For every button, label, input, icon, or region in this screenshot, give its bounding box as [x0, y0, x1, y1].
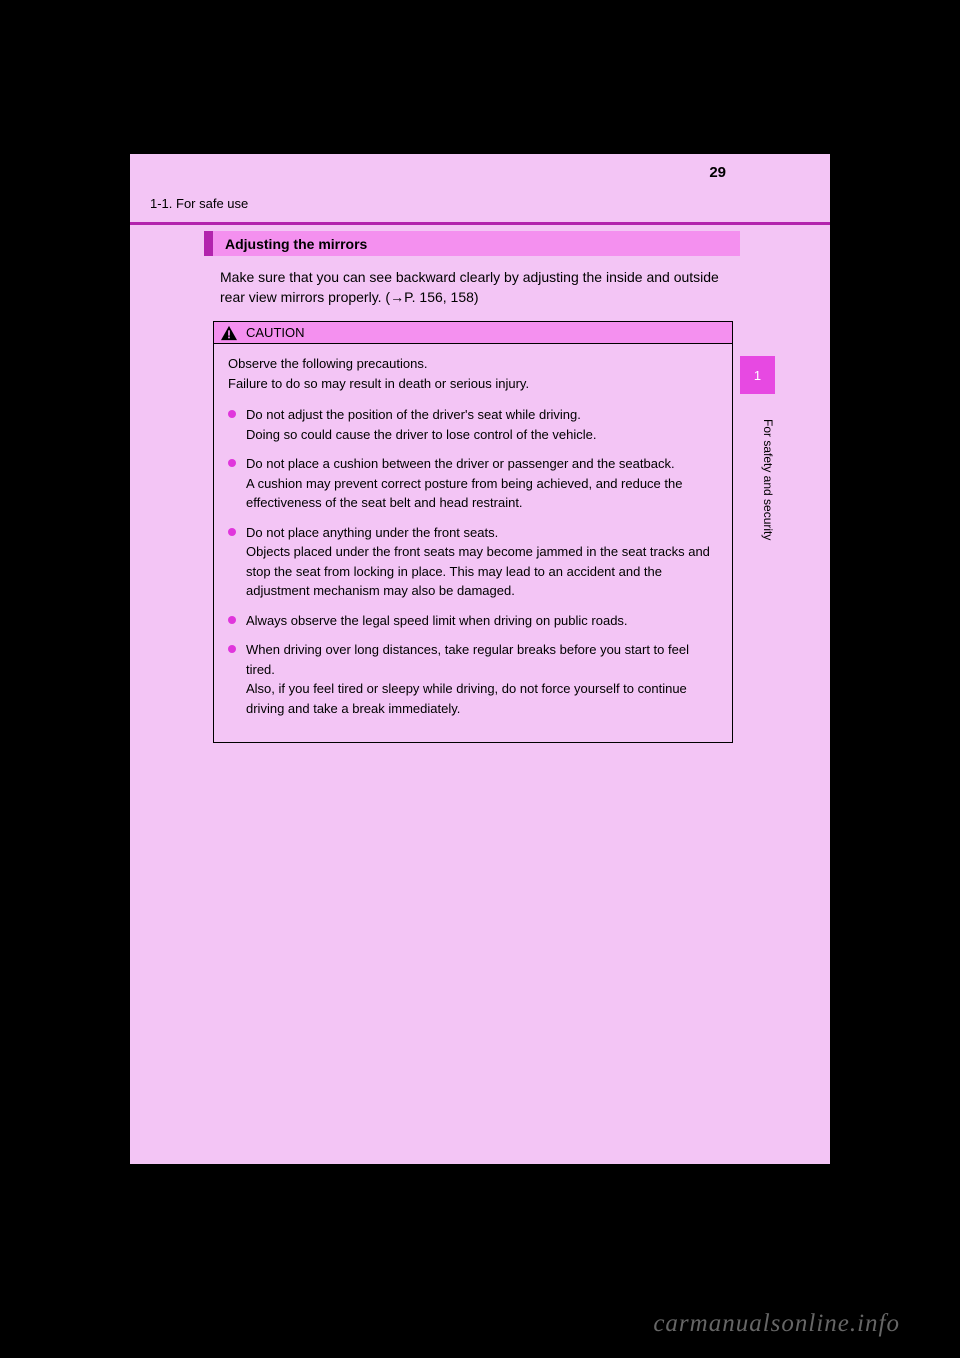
watermark: carmanualsonline.info — [653, 1310, 900, 1338]
section-title: Adjusting the mirrors — [225, 236, 367, 252]
caution-box: CAUTION Observe the following precaution… — [213, 321, 733, 743]
page-number: 29 — [709, 164, 726, 181]
chapter-tab-number: 1 — [754, 368, 761, 383]
page-header: 29 1-1. For safe use — [130, 154, 740, 222]
bullet-marker-icon — [228, 410, 236, 418]
bullet-text: Do not adjust the position of the driver… — [246, 405, 718, 444]
bullet-item: Always observe the legal speed limit whe… — [228, 611, 718, 631]
bullet-marker-icon — [228, 645, 236, 653]
caution-label: CAUTION — [246, 325, 305, 340]
bullet-text: Always observe the legal speed limit whe… — [246, 611, 718, 631]
section-intro: Make sure that you can see backward clea… — [220, 268, 730, 307]
chapter-label: 1-1. For safe use — [150, 196, 248, 211]
chapter-side-label: For safety and security — [740, 419, 775, 540]
warning-icon — [220, 325, 238, 341]
header-rule — [130, 222, 830, 225]
bullet-item: Do not place a cushion between the drive… — [228, 454, 718, 513]
caution-bullet-list: Do not adjust the position of the driver… — [228, 405, 718, 718]
caution-header: CAUTION — [214, 322, 732, 344]
bullet-text: Do not place a cushion between the drive… — [246, 454, 718, 513]
bullet-marker-icon — [228, 528, 236, 536]
bullet-text: Do not place anything under the front se… — [246, 523, 718, 601]
chapter-tab: 1 — [740, 356, 775, 394]
section-accent — [204, 231, 213, 256]
bullet-marker-icon — [228, 616, 236, 624]
bullet-item: Do not place anything under the front se… — [228, 523, 718, 601]
section-header: Adjusting the mirrors — [204, 231, 740, 256]
manual-page: 29 1-1. For safe use Adjusting the mirro… — [130, 154, 830, 1164]
caution-body: Observe the following precautions. Failu… — [214, 344, 732, 742]
caution-intro: Observe the following precautions. Failu… — [228, 354, 718, 393]
bullet-item: When driving over long distances, take r… — [228, 640, 718, 718]
bullet-marker-icon — [228, 459, 236, 467]
bullet-text: When driving over long distances, take r… — [246, 640, 718, 718]
bullet-item: Do not adjust the position of the driver… — [228, 405, 718, 444]
